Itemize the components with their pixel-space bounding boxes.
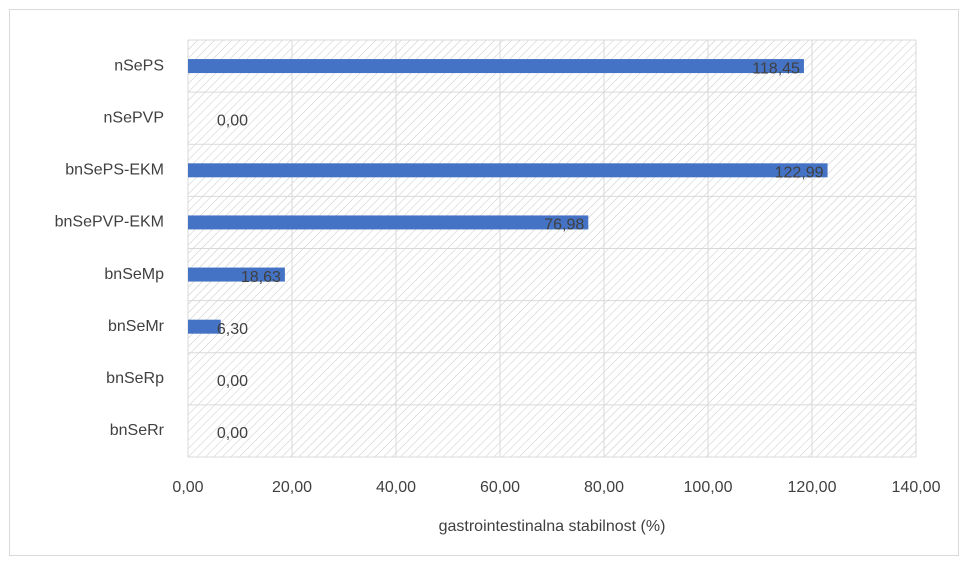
data-label: 76,98 — [544, 217, 584, 234]
y-tick-label: nSePVP — [104, 109, 164, 126]
x-tick-label: 140,00 — [892, 479, 941, 496]
bar — [188, 319, 221, 334]
bar — [188, 59, 804, 74]
y-tick-label: bnSeRp — [106, 370, 164, 387]
bar — [188, 267, 285, 282]
x-tick-label: 40,00 — [376, 479, 416, 496]
x-tick-label: 80,00 — [584, 479, 624, 496]
data-label: 0,00 — [217, 112, 248, 129]
bar — [188, 215, 589, 230]
data-label: 0,00 — [217, 425, 248, 442]
x-tick-label: 0,00 — [172, 479, 203, 496]
y-tick-label: bnSeMr — [108, 318, 165, 335]
data-label: 0,00 — [217, 373, 248, 390]
x-tick-label: 60,00 — [480, 479, 520, 496]
x-tick-label: 100,00 — [684, 479, 733, 496]
data-label: 122,99 — [775, 165, 824, 182]
data-label: 18,63 — [241, 269, 281, 286]
y-tick-label: bnSePVP-EKM — [55, 214, 164, 231]
y-tick-label: bnSeMp — [104, 266, 164, 283]
data-label: 6,30 — [217, 321, 248, 338]
x-tick-label: 20,00 — [272, 479, 312, 496]
x-axis-label: gastrointestinalna stabilnost (%) — [439, 518, 666, 535]
bar — [188, 163, 828, 178]
y-tick-label: bnSeRr — [110, 422, 165, 439]
y-tick-label: nSePS — [114, 57, 164, 74]
data-label: 118,45 — [752, 60, 800, 77]
y-tick-label: bnSePS-EKM — [65, 162, 164, 179]
x-tick-label: 120,00 — [788, 479, 837, 496]
